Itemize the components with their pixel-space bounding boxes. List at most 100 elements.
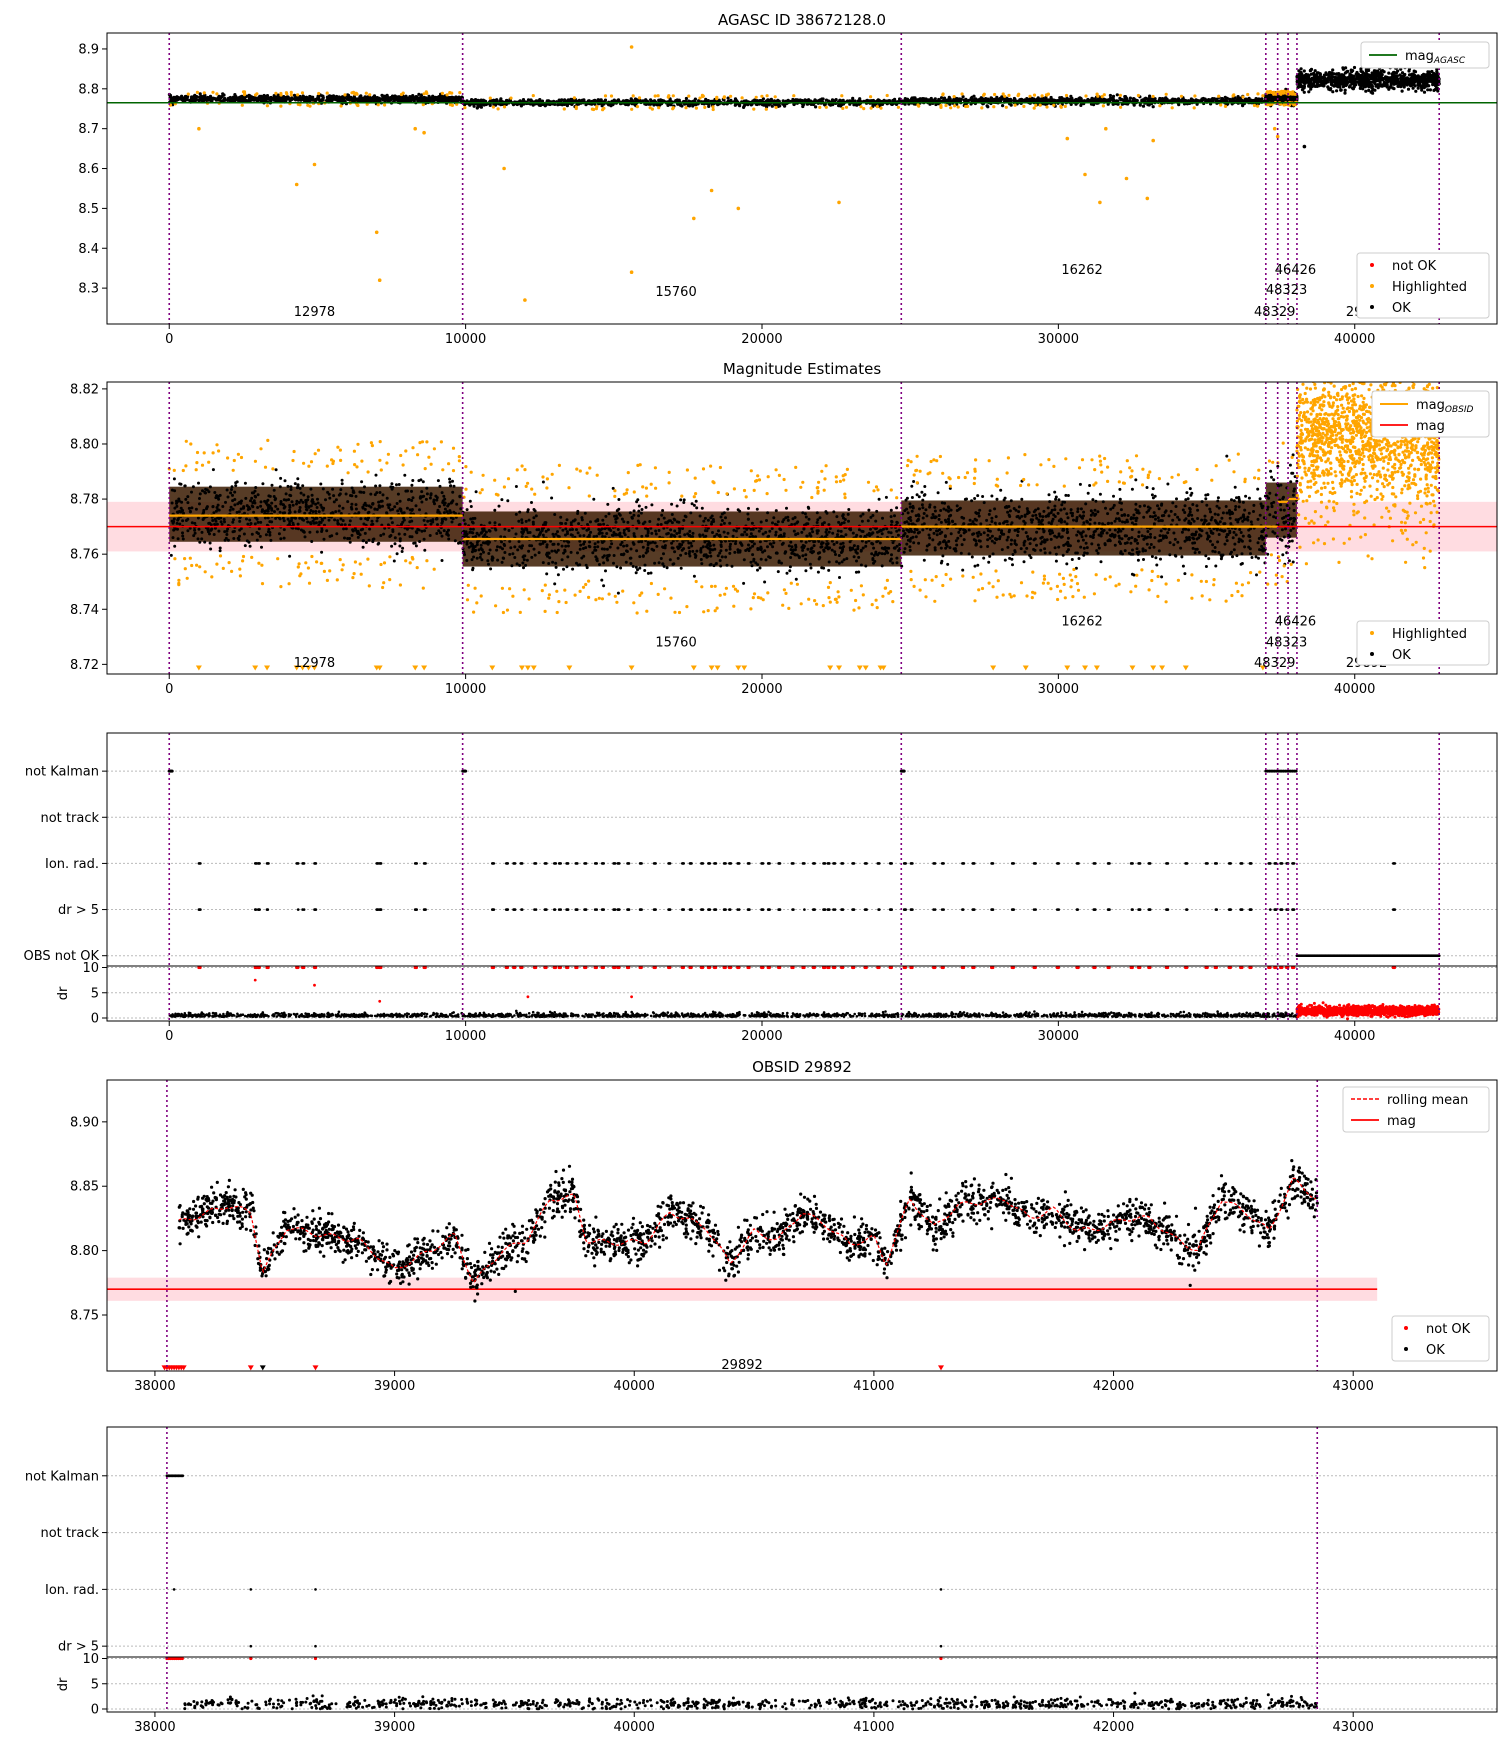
ok-point (1094, 98, 1098, 103)
ok-point (336, 98, 340, 102)
x-tick-label: 30000 (1038, 332, 1079, 347)
ok-point (1220, 97, 1225, 101)
y-tick-label: 8.4 (78, 242, 99, 257)
ok-point (1422, 90, 1427, 94)
ok-point (231, 520, 235, 524)
ok-point (178, 522, 182, 526)
highlighted-point (1003, 94, 1007, 98)
ok-point (1106, 99, 1110, 103)
highlighted-point (754, 95, 758, 99)
ok-point (1388, 85, 1392, 89)
ok-point (437, 95, 441, 99)
highlighted-point (765, 94, 769, 98)
highlighted-point (1032, 93, 1037, 97)
ok-point (322, 537, 326, 541)
highlighted-point (630, 107, 634, 111)
ok-point (288, 97, 292, 101)
ok-point (1331, 90, 1335, 94)
ok-point (1339, 74, 1344, 78)
ok-point (454, 96, 458, 100)
highlighted-point (1038, 103, 1042, 107)
highlighted-point (916, 103, 920, 107)
ok-point (1203, 97, 1207, 101)
highlighted-point (964, 104, 968, 109)
highlighted-point (1104, 126, 1108, 131)
highlighted-point (1256, 104, 1260, 108)
ok-point (1128, 96, 1132, 100)
highlighted-point (715, 97, 719, 101)
highlighted-point (265, 104, 269, 108)
ok-point (1350, 86, 1355, 90)
highlighted-point (1275, 134, 1280, 139)
highlighted-point (450, 103, 454, 107)
ok-point (1373, 82, 1377, 86)
ok-point (220, 94, 224, 99)
highlighted-point (463, 106, 467, 110)
highlighted-point (509, 96, 513, 100)
ok-point (878, 103, 882, 107)
ok-point (359, 95, 363, 99)
ok-point (1165, 97, 1169, 102)
highlighted-point (422, 92, 426, 96)
ok-point (272, 94, 276, 98)
highlighted-point (1158, 104, 1162, 108)
ok-point (1298, 75, 1302, 79)
ok-point (1414, 77, 1418, 81)
highlighted-point (1004, 105, 1008, 109)
ok-point (905, 97, 910, 101)
ok-point (200, 537, 204, 541)
highlighted-point (602, 106, 606, 110)
highlighted-point (425, 91, 429, 95)
highlighted-point (312, 162, 317, 167)
ok-point (833, 99, 837, 103)
ok-point (1053, 99, 1057, 103)
ok-point (521, 98, 526, 102)
ok-point (1319, 77, 1323, 81)
ok-point (1412, 69, 1416, 73)
highlighted-point (869, 106, 873, 110)
ok-point (1000, 95, 1004, 99)
ok-point (526, 98, 531, 102)
highlighted-point (1179, 94, 1184, 98)
highlighted-point (1231, 94, 1235, 98)
ok-point (369, 98, 373, 102)
ok-point (1153, 97, 1157, 101)
ok-point (1333, 75, 1338, 79)
ok-point (946, 98, 950, 102)
ok-point (234, 484, 238, 488)
ok-point (1189, 97, 1193, 101)
ok-point (1082, 99, 1086, 103)
highlighted-point (653, 94, 657, 98)
legend-marker (1370, 305, 1374, 309)
ok-point (180, 97, 184, 101)
ok-point (1420, 88, 1424, 92)
ok-point (1324, 81, 1328, 85)
x-tick-label: 0 (165, 332, 173, 347)
ok-point (1313, 84, 1317, 88)
ok-point (248, 544, 252, 548)
ok-point (225, 488, 229, 492)
highlighted-point (1040, 94, 1044, 98)
highlighted-point (992, 105, 996, 109)
highlighted-point (1145, 196, 1150, 201)
ok-point (769, 98, 773, 102)
ok-point (912, 96, 916, 100)
highlighted-point (711, 105, 715, 109)
ok-point (1198, 99, 1202, 103)
ok-point (974, 98, 978, 102)
highlighted-point (364, 91, 368, 95)
ok-point (972, 94, 976, 98)
highlighted-point (1098, 200, 1102, 205)
ok-point (1370, 83, 1374, 87)
ok-point (722, 98, 726, 102)
obsid-label: 48323 (1266, 283, 1307, 298)
ok-point (321, 94, 325, 98)
highlighted-point (1170, 106, 1174, 110)
highlighted-point (1246, 92, 1250, 97)
legend-label: Highlighted (1392, 280, 1467, 295)
ok-point (1401, 75, 1405, 80)
y-tick-label: 8.5 (78, 202, 99, 217)
ok-point (301, 97, 305, 101)
